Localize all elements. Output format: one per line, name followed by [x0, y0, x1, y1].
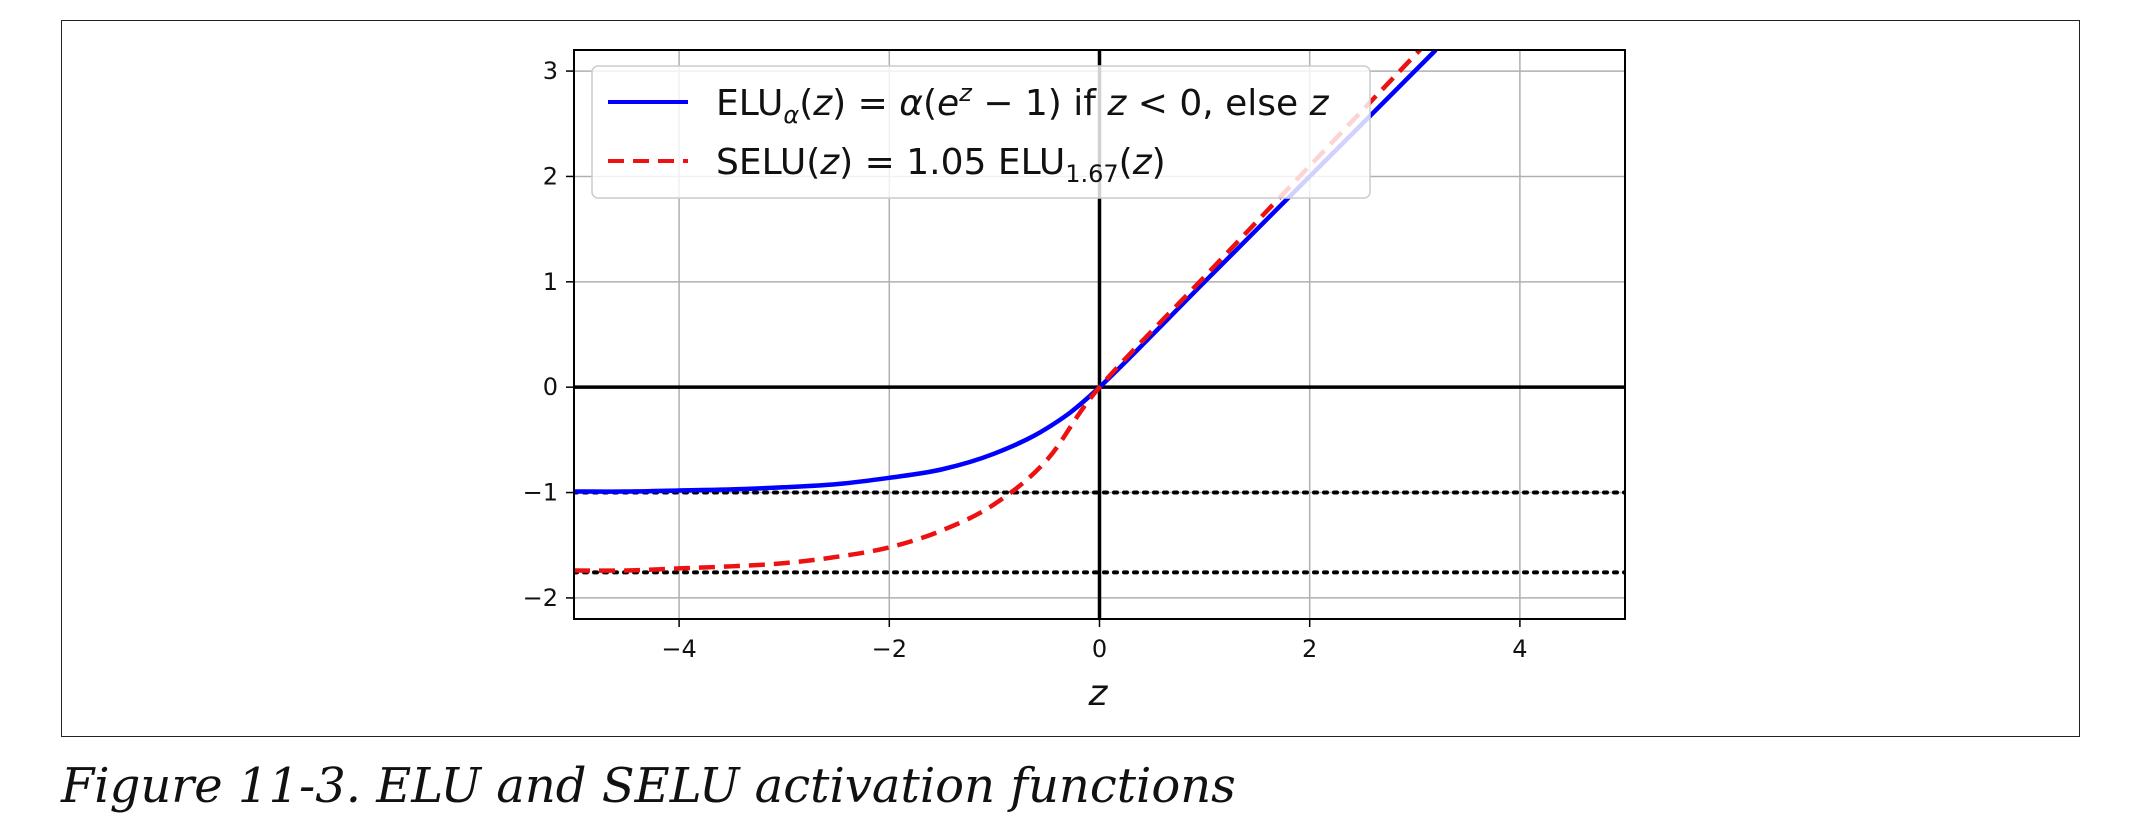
elu-selu-chart: −4 −2 0 2 4 −2 −1 0 1 2 3 z ELUα(z) = α(ez − 1) if…: [523, 49, 1626, 714]
x-tick-label: 2: [1302, 635, 1317, 663]
y-tick-label: 3: [543, 57, 558, 85]
x-tick-label: 4: [1512, 635, 1527, 663]
legend: ELUα(z) = α(ez − 1) if z < 0, else z SEL…: [591, 65, 1371, 199]
y-tick-label: −2: [523, 584, 558, 612]
legend-entry-selu: SELU(z) = 1.05 ELU1.67(z): [716, 142, 1166, 188]
y-tick-label: 1: [543, 268, 558, 296]
x-tick-label: −2: [872, 635, 907, 663]
y-tick-label: −1: [523, 479, 558, 507]
axis-ticks: −4 −2 0 2 4 −2 −1 0 1 2 3: [523, 57, 1528, 663]
x-axis-label: z: [1088, 673, 1109, 714]
legend-entry-elu: ELUα(z) = α(ez − 1) if z < 0, else z: [716, 79, 1330, 129]
figure-caption: Figure 11-3. ELU and SELU activation fun…: [61, 758, 1236, 814]
y-tick-label: 0: [543, 373, 558, 401]
x-tick-label: −4: [661, 635, 696, 663]
legend-box: [591, 65, 1371, 199]
x-tick-label: 0: [1092, 635, 1107, 663]
y-tick-label: 2: [543, 162, 558, 190]
